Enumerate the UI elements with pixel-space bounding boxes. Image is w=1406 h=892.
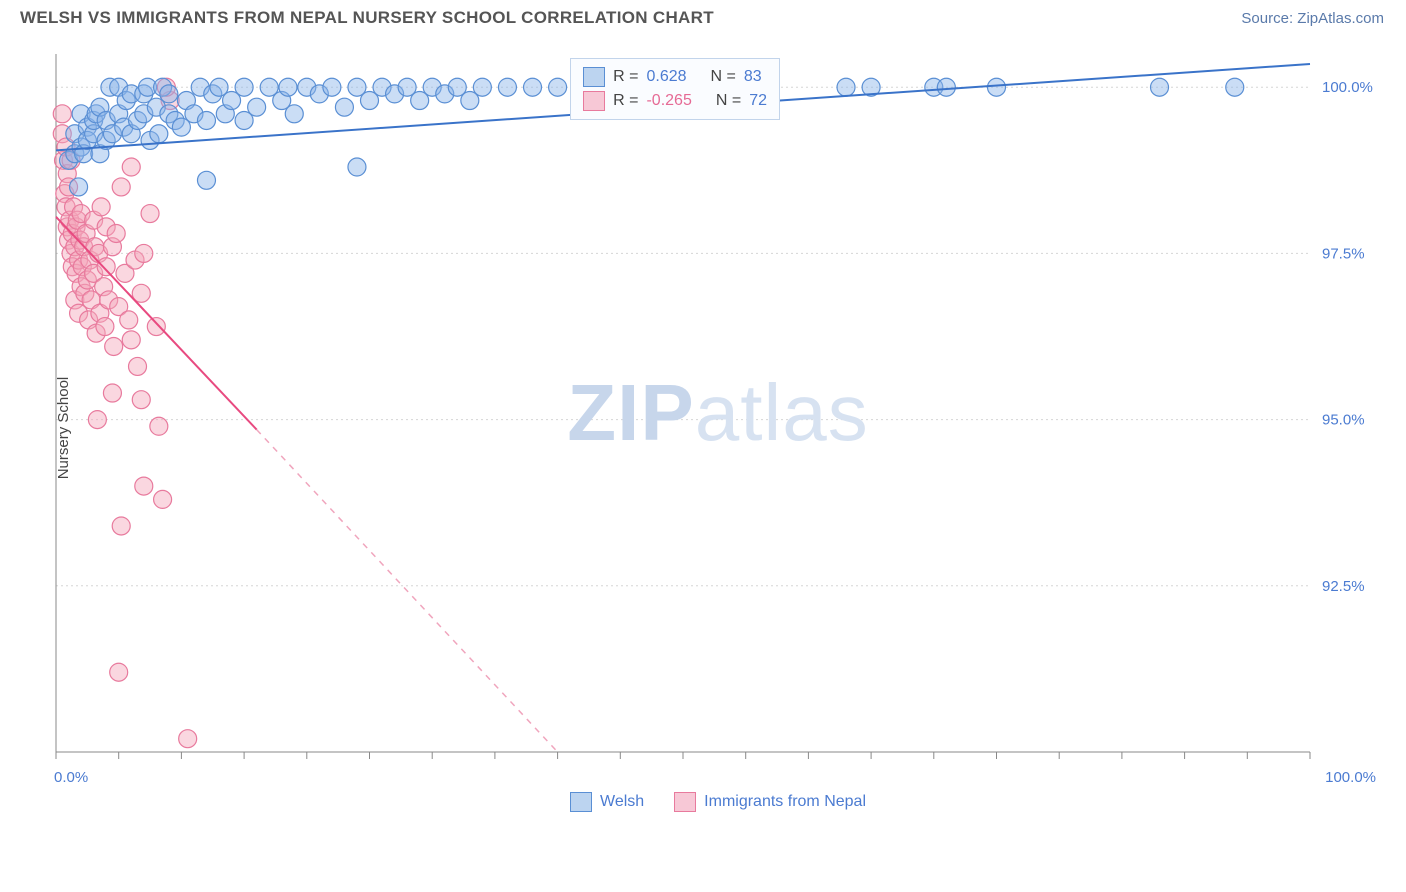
correlation-legend: R = 0.628 N = 83 R = -0.265 N = 72: [570, 58, 780, 120]
svg-text:100.0%: 100.0%: [1322, 79, 1373, 96]
chart-header: WELSH VS IMMIGRANTS FROM NEPAL NURSERY S…: [0, 0, 1406, 32]
legend-item-nepal: Immigrants from Nepal: [674, 792, 866, 812]
swatch-nepal-icon: [674, 792, 696, 812]
svg-text:92.5%: 92.5%: [1322, 578, 1365, 595]
scatter-chart-svg: 92.5% 95.0% 97.5% 100.0%: [50, 48, 1386, 808]
swatch-nepal: [583, 91, 605, 111]
plot-area: Nursery School 92.5%95.0%97.5%100.0% ZIP…: [50, 48, 1386, 808]
legend-item-welsh: Welsh: [570, 792, 644, 812]
y-axis-label: Nursery School: [55, 377, 72, 480]
swatch-welsh-icon: [570, 792, 592, 812]
x-axis-min-label: 0.0%: [54, 769, 88, 786]
chart-title: WELSH VS IMMIGRANTS FROM NEPAL NURSERY S…: [20, 8, 714, 28]
svg-text:97.5%: 97.5%: [1322, 245, 1365, 262]
x-axis-max-label: 100.0%: [1325, 769, 1376, 786]
legend-row-welsh: R = 0.628 N = 83: [583, 65, 767, 89]
legend-row-nepal: R = -0.265 N = 72: [583, 89, 767, 113]
swatch-welsh: [583, 67, 605, 87]
series-legend: Welsh Immigrants from Nepal: [50, 792, 1386, 812]
svg-text:95.0%: 95.0%: [1322, 412, 1365, 429]
chart-source: Source: ZipAtlas.com: [1241, 10, 1384, 27]
